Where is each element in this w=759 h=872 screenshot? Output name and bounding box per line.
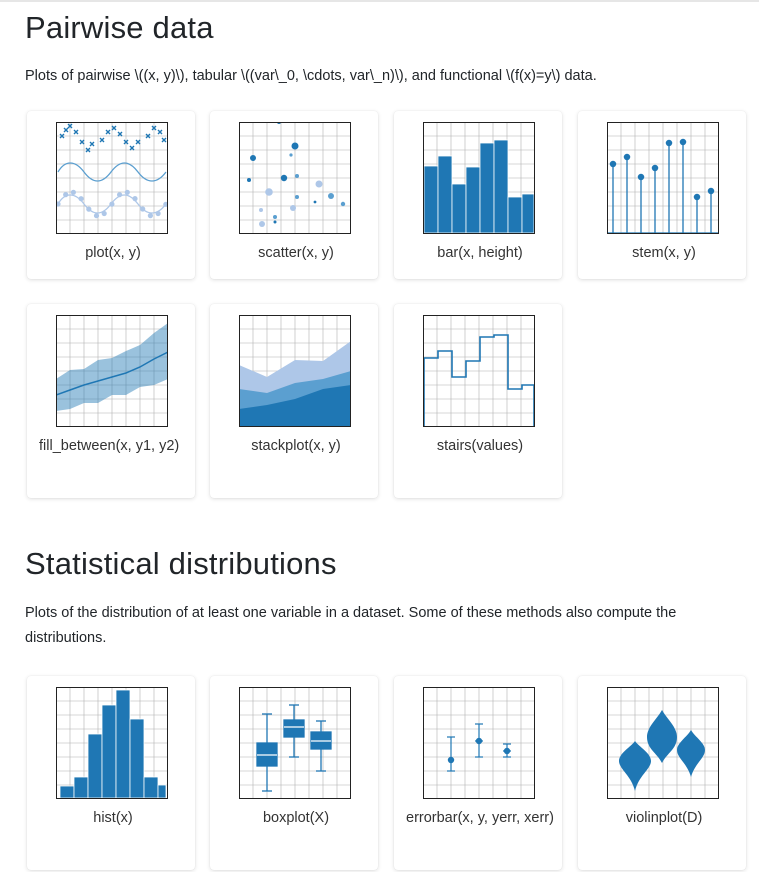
gallery-card-bar[interactable]: bar(x, height) — [394, 111, 562, 279]
gallery-card-scatter[interactable]: scatter(x, y) — [210, 111, 378, 279]
gallery-card-boxplot[interactable]: boxplot(X) — [210, 676, 378, 870]
hist-thumbnail-icon — [56, 687, 168, 799]
gallery-card-stackplot[interactable]: stackplot(x, y) — [210, 304, 378, 498]
card-label: hist(x) — [93, 810, 133, 826]
section-title-pairwise: Pairwise data — [25, 10, 214, 45]
stem-thumbnail-icon — [607, 122, 719, 234]
gallery-card-stairs[interactable]: stairs(values) — [394, 304, 562, 498]
bar-thumbnail-icon — [423, 122, 535, 234]
stackplot-thumbnail-icon — [239, 315, 351, 427]
card-label: scatter(x, y) — [258, 245, 334, 261]
gallery-card-errorbar[interactable]: errorbar(x, y, yerr, xerr) — [394, 676, 562, 870]
scatter-thumbnail-icon — [239, 122, 351, 234]
section-description-statistical: Plots of the distribution of at least on… — [25, 605, 677, 646]
card-label: fill_between(x, y1, y2) — [39, 438, 180, 454]
plot-thumbnail-icon — [56, 122, 168, 234]
gallery-card-hist[interactable]: hist(x) — [27, 676, 195, 870]
gallery-card-fill-between[interactable]: fill_between(x, y1, y2) — [27, 304, 195, 498]
boxplot-thumbnail-icon — [239, 687, 351, 799]
card-label: errorbar(x, y, yerr, xerr) — [406, 810, 554, 826]
section-description-pairwise: Plots of pairwise \((x, y)\), tabular \(… — [25, 68, 597, 84]
card-label: stem(x, y) — [632, 245, 696, 261]
section-title-statistical: Statistical distributions — [25, 546, 337, 581]
card-label: boxplot(X) — [262, 810, 330, 826]
card-label: bar(x, height) — [437, 245, 523, 261]
top-divider — [0, 0, 759, 2]
stairs-thumbnail-icon — [423, 315, 535, 427]
violinplot-thumbnail-icon — [607, 687, 719, 799]
fill-between-thumbnail-icon — [56, 315, 168, 427]
gallery-card-stem[interactable]: stem(x, y) — [578, 111, 746, 279]
card-label: plot(x, y) — [85, 245, 141, 261]
card-label: stairs(values) — [436, 438, 524, 454]
errorbar-thumbnail-icon — [423, 687, 535, 799]
gallery-card-violinplot[interactable]: violinplot(D) — [578, 676, 746, 870]
card-label: violinplot(D) — [625, 810, 703, 826]
card-label: stackplot(x, y) — [251, 438, 341, 454]
gallery-card-plot[interactable]: plot(x, y) — [27, 111, 195, 279]
